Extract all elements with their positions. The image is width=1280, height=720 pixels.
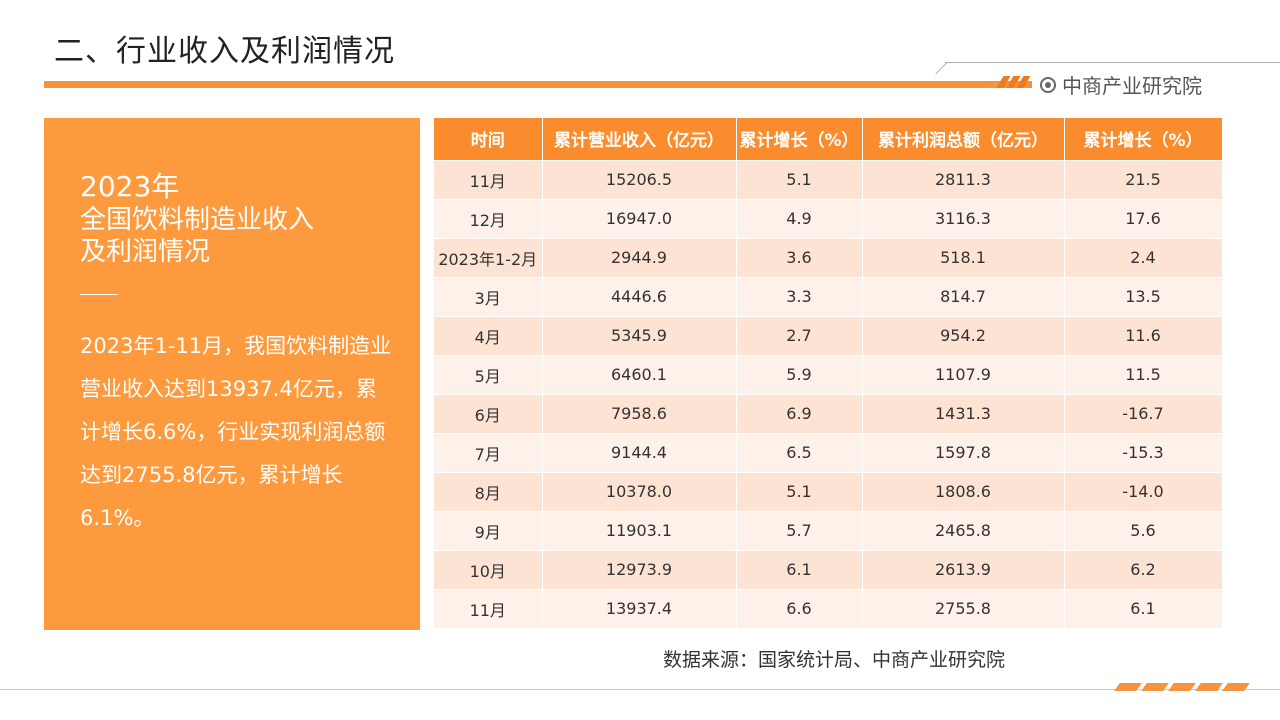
cell-profit: 2755.8 <box>862 589 1065 629</box>
cell-profit: 1808.6 <box>862 472 1065 512</box>
cell-profit-growth: 6.2 <box>1064 550 1223 590</box>
table-row: 5月 6460.1 5.9 1107.9 11.5 <box>434 355 1223 395</box>
cell-time: 9月 <box>434 511 543 551</box>
brand: 中商产业研究院 <box>1040 70 1202 99</box>
header-revenue: 累计营业收入（亿元） <box>542 118 737 161</box>
header-profit: 累计利润总额（亿元） <box>862 118 1065 161</box>
cell-revenue-growth: 4.9 <box>736 199 863 239</box>
table-row: 6月 7958.6 6.9 1431.3 -16.7 <box>434 394 1223 434</box>
table-row: 3月 4446.6 3.3 814.7 13.5 <box>434 277 1223 317</box>
cell-profit-growth: 13.5 <box>1064 277 1223 317</box>
cell-revenue-growth: 6.5 <box>736 433 863 473</box>
cell-profit: 1431.3 <box>862 394 1065 434</box>
cell-profit-growth: 11.5 <box>1064 355 1223 395</box>
cell-revenue-growth: 5.1 <box>736 160 863 200</box>
cell-profit: 1107.9 <box>862 355 1065 395</box>
table-row: 11月 13937.4 6.6 2755.8 6.1 <box>434 589 1223 629</box>
table-row: 9月 11903.1 5.7 2465.8 5.6 <box>434 511 1223 551</box>
cell-time: 4月 <box>434 316 543 356</box>
panel-divider <box>80 294 118 295</box>
cell-revenue: 9144.4 <box>542 433 737 473</box>
cell-time: 3月 <box>434 277 543 317</box>
cell-revenue: 12973.9 <box>542 550 737 590</box>
brand-name: 中商产业研究院 <box>1062 74 1202 98</box>
top-right-divider <box>945 62 1280 63</box>
table-row: 10月 12973.9 6.1 2613.9 6.2 <box>434 550 1223 590</box>
cell-revenue: 4446.6 <box>542 277 737 317</box>
cell-revenue: 15206.5 <box>542 160 737 200</box>
table-body: 11月 15206.5 5.1 2811.3 21.5 12月 16947.0 4.9 3116… <box>434 160 1223 629</box>
cell-revenue: 6460.1 <box>542 355 737 395</box>
title-stripes-decoration <box>996 76 1034 88</box>
table-row: 12月 16947.0 4.9 3116.3 17.6 <box>434 199 1223 239</box>
title-underline <box>44 81 1032 88</box>
cell-time: 7月 <box>434 433 543 473</box>
cell-profit-growth: 5.6 <box>1064 511 1223 551</box>
table-row: 2023年1-2月 2944.9 3.6 518.1 2.4 <box>434 238 1223 278</box>
bottom-stripes-decoration <box>1114 683 1250 691</box>
cell-revenue-growth: 3.3 <box>736 277 863 317</box>
cell-time: 12月 <box>434 199 543 239</box>
cell-revenue-growth: 5.9 <box>736 355 863 395</box>
panel-heading-line2: 及利润情况 <box>80 237 211 267</box>
cell-profit-growth: -16.7 <box>1064 394 1223 434</box>
cell-time: 2023年1-2月 <box>434 238 543 278</box>
cell-time: 6月 <box>434 394 543 434</box>
summary-panel: 2023年 全国饮料制造业收入 及利润情况 2023年1-11月，我国饮料制造业… <box>44 118 420 630</box>
page-title: 二、行业收入及利润情况 <box>54 34 395 69</box>
panel-year: 2023年 <box>80 170 180 203</box>
cell-revenue: 2944.9 <box>542 238 737 278</box>
cell-profit: 814.7 <box>862 277 1065 317</box>
cell-profit: 3116.3 <box>862 199 1065 239</box>
panel-heading-line1: 全国饮料制造业收入 <box>80 205 315 235</box>
panel-paragraph: 2023年1-11月，我国饮料制造业营业收入达到13937.4亿元，累计增长6.… <box>80 334 392 530</box>
header-profit-growth: 累计增长（%） <box>1064 118 1223 161</box>
cell-profit-growth: 21.5 <box>1064 160 1223 200</box>
table-row: 8月 10378.0 5.1 1808.6 -14.0 <box>434 472 1223 512</box>
cell-revenue-growth: 6.9 <box>736 394 863 434</box>
cell-profit: 2465.8 <box>862 511 1065 551</box>
cell-time: 5月 <box>434 355 543 395</box>
cell-profit-growth: 11.6 <box>1064 316 1223 356</box>
header-revenue-growth: 累计增长（%） <box>736 118 863 161</box>
table-row: 7月 9144.4 6.5 1597.8 -15.3 <box>434 433 1223 473</box>
brand-logo-icon <box>1040 76 1056 93</box>
cell-profit: 2613.9 <box>862 550 1065 590</box>
cell-revenue-growth: 2.7 <box>736 316 863 356</box>
revenue-profit-table: 时间 累计营业收入（亿元） 累计增长（%） 累计利润总额（亿元） 累计增长（%）… <box>434 118 1223 629</box>
cell-profit-growth: 17.6 <box>1064 199 1223 239</box>
cell-revenue-growth: 6.1 <box>736 550 863 590</box>
cell-profit-growth: -15.3 <box>1064 433 1223 473</box>
cell-revenue: 10378.0 <box>542 472 737 512</box>
table-header-row: 时间 累计营业收入（亿元） 累计增长（%） 累计利润总额（亿元） 累计增长（%） <box>434 118 1223 161</box>
cell-time: 8月 <box>434 472 543 512</box>
bottom-divider <box>0 689 1280 690</box>
cell-profit-growth: 2.4 <box>1064 238 1223 278</box>
table-row: 4月 5345.9 2.7 954.2 11.6 <box>434 316 1223 356</box>
cell-revenue: 13937.4 <box>542 589 737 629</box>
cell-revenue-growth: 5.1 <box>736 472 863 512</box>
cell-revenue: 16947.0 <box>542 199 737 239</box>
header-time: 时间 <box>434 118 543 161</box>
cell-revenue-growth: 5.7 <box>736 511 863 551</box>
cell-profit-growth: 6.1 <box>1064 589 1223 629</box>
cell-profit: 1597.8 <box>862 433 1065 473</box>
cell-revenue-growth: 3.6 <box>736 238 863 278</box>
cell-time: 11月 <box>434 160 543 200</box>
data-source: 数据来源：国家统计局、中商产业研究院 <box>663 649 1006 671</box>
cell-profit: 954.2 <box>862 316 1065 356</box>
cell-profit: 518.1 <box>862 238 1065 278</box>
cell-revenue: 7958.6 <box>542 394 737 434</box>
cell-time: 11月 <box>434 589 543 629</box>
cell-time: 10月 <box>434 550 543 590</box>
cell-profit: 2811.3 <box>862 160 1065 200</box>
cell-profit-growth: -14.0 <box>1064 472 1223 512</box>
cell-revenue: 11903.1 <box>542 511 737 551</box>
cell-revenue-growth: 6.6 <box>736 589 863 629</box>
table-row: 11月 15206.5 5.1 2811.3 21.5 <box>434 160 1223 200</box>
cell-revenue: 5345.9 <box>542 316 737 356</box>
